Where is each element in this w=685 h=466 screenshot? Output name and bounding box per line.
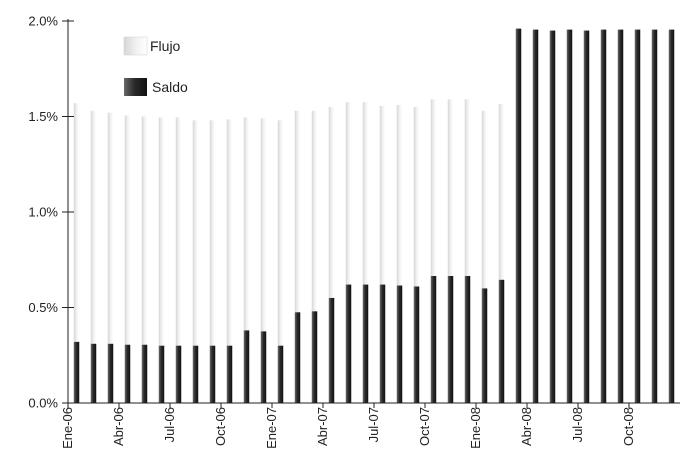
- bar-saldo: [107, 343, 114, 403]
- bar-saldo: [158, 345, 165, 403]
- y-tick-label: 1.5%: [28, 109, 58, 124]
- bars-layer: [73, 28, 675, 404]
- bar-saldo: [90, 343, 97, 403]
- bar-flujo: [362, 102, 369, 285]
- legend-swatch-flujo: [123, 36, 148, 56]
- bar-saldo: [549, 30, 556, 404]
- bar-flujo: [260, 118, 267, 332]
- bar-flujo: [464, 99, 471, 276]
- bar-saldo: [124, 344, 131, 403]
- bar-flujo: [413, 106, 420, 287]
- bar-saldo: [345, 284, 352, 403]
- bar-saldo: [73, 341, 80, 403]
- bar-saldo: [447, 275, 454, 403]
- bar-flujo: [243, 117, 250, 331]
- bar-flujo: [175, 117, 182, 346]
- bar-saldo: [464, 275, 471, 403]
- bar-flujo: [124, 115, 131, 345]
- legend: Flujo Saldo: [123, 36, 188, 96]
- bar-flujo: [277, 120, 284, 346]
- bar-flujo: [311, 110, 318, 312]
- bar-flujo: [447, 99, 454, 276]
- x-tick-label: Oct-07: [417, 407, 432, 446]
- y-tick-label: 2.0%: [28, 14, 58, 29]
- bar-flujo: [328, 106, 335, 298]
- bar-flujo: [90, 110, 97, 344]
- bar-saldo: [617, 29, 624, 403]
- bar-flujo: [107, 112, 114, 344]
- x-tick-label: Oct-06: [213, 407, 228, 446]
- ticks-layer: 0.0% 0.5% 1.0% 1.5% 2.0% Ene-06 Abr-06 Jul-06 Oc…: [28, 14, 636, 449]
- bar-saldo: [192, 345, 199, 403]
- bar-saldo: [175, 345, 182, 403]
- x-tick-label: Abr-08: [519, 407, 534, 446]
- bar-saldo: [566, 29, 573, 403]
- x-tick-label: Abr-07: [315, 407, 330, 446]
- bar-saldo: [362, 284, 369, 403]
- bar-flujo: [73, 103, 80, 342]
- bar-flujo: [294, 110, 301, 313]
- bar-saldo: [243, 330, 250, 403]
- bar-flujo: [379, 105, 386, 285]
- bar-saldo: [600, 29, 607, 403]
- bar-saldo: [668, 29, 675, 403]
- legend-swatch-saldo: [124, 78, 147, 96]
- bar-saldo: [379, 284, 386, 403]
- legend-label-saldo: Saldo: [152, 79, 188, 95]
- bar-flujo: [158, 117, 165, 346]
- x-tick-label: Jul-06: [162, 407, 177, 442]
- bar-flujo: [226, 119, 233, 346]
- bar-flujo: [481, 110, 488, 289]
- bar-saldo: [294, 312, 301, 403]
- bar-saldo: [481, 288, 488, 403]
- x-tick-label: Jul-07: [366, 407, 381, 442]
- bar-flujo: [209, 120, 216, 346]
- bar-flujo: [345, 102, 352, 285]
- bar-saldo: [583, 30, 590, 404]
- bar-flujo: [192, 120, 199, 346]
- bar-saldo: [532, 29, 539, 403]
- x-tick-label: Ene-08: [468, 407, 483, 449]
- bar-flujo: [430, 99, 437, 276]
- bar-saldo: [651, 29, 658, 403]
- bar-saldo: [328, 297, 335, 403]
- bar-saldo: [413, 286, 420, 403]
- x-tick-label: Abr-06: [111, 407, 126, 446]
- y-tick-label: 0.0%: [28, 396, 58, 411]
- x-tick-label: Oct-08: [621, 407, 636, 446]
- x-tick-label: Jul-08: [570, 407, 585, 442]
- bar-saldo: [260, 331, 267, 403]
- legend-label-flujo: Flujo: [150, 38, 181, 54]
- x-tick-label: Ene-07: [264, 407, 279, 449]
- bar-saldo: [396, 285, 403, 403]
- x-tick-label: Ene-06: [60, 407, 75, 449]
- bar-flujo: [396, 105, 403, 286]
- bar-flujo: [498, 104, 505, 280]
- bar-saldo: [311, 311, 318, 403]
- bar-saldo: [209, 345, 216, 403]
- bar-flujo: [141, 116, 148, 345]
- bar-saldo: [634, 29, 641, 403]
- y-tick-label: 1.0%: [28, 205, 58, 220]
- bar-saldo: [515, 28, 522, 403]
- bar-saldo: [226, 345, 233, 403]
- bar-saldo: [277, 345, 284, 403]
- bar-saldo: [498, 279, 505, 403]
- y-tick-label: 0.5%: [28, 300, 58, 315]
- bar-saldo: [141, 344, 148, 403]
- bar-saldo: [430, 275, 437, 403]
